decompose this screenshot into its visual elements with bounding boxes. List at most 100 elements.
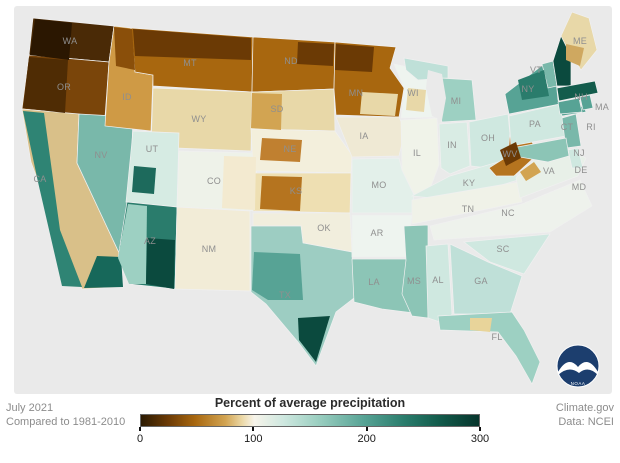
division-patch-tx-south (298, 316, 330, 362)
legend-gradient-bar (140, 414, 480, 427)
state-label-mn: MN (349, 88, 364, 98)
state-label-nj: NJ (573, 148, 585, 158)
legend-tick-label-0: 0 (136, 433, 144, 445)
state-label-mt: MT (183, 58, 197, 68)
legend-tick-label-300: 300 (470, 433, 490, 445)
division-patch-az-dark (146, 238, 175, 289)
legend-tick-labels: 0 100 200 300 (136, 433, 489, 446)
state-label-ri: RI (586, 122, 596, 132)
state-label-ut: UT (146, 144, 159, 154)
state-label-nm: NM (202, 244, 217, 254)
state-label-co: CO (207, 176, 221, 186)
state-fl[interactable] (437, 311, 541, 385)
state-label-nd: ND (284, 56, 298, 66)
state-label-wa: WA (63, 36, 78, 46)
source-site: Climate.gov (555, 402, 614, 414)
legend-title: Percent of average precipitation (214, 396, 406, 410)
division-patch-fl (470, 318, 492, 332)
state-label-ok: OK (317, 223, 331, 233)
state-tn[interactable] (411, 181, 523, 225)
state-label-mo: MO (371, 180, 386, 190)
state-label-va: VA (543, 166, 555, 176)
state-in[interactable] (438, 121, 471, 175)
division-patch-id (114, 27, 135, 70)
state-label-oh: OH (481, 133, 495, 143)
division-patch-wi (406, 88, 426, 112)
state-sc[interactable] (463, 233, 551, 275)
state-label-wy: WY (191, 114, 206, 124)
division-patch-ut (132, 166, 156, 194)
state-de[interactable] (567, 147, 584, 169)
climate-division-patches (23, 19, 584, 362)
legend-tick-label-100: 100 (244, 433, 263, 445)
state-label-me: ME (573, 36, 587, 46)
state-label-nc: NC (501, 208, 515, 218)
noaa-seagull-icon (558, 362, 598, 375)
state-nc[interactable] (429, 179, 593, 241)
state-label-vt: VT (530, 65, 542, 75)
state-labels-layer: WA OR CA NV ID MT WY UT CO AZ NM ND SD N… (33, 36, 608, 342)
lakes-layer (426, 70, 446, 120)
state-label-ar: AR (370, 228, 383, 238)
state-ma[interactable] (556, 80, 599, 102)
state-label-ks: KS (290, 186, 303, 196)
division-patch-ca-coast (23, 111, 82, 287)
state-label-la: LA (368, 277, 380, 287)
state-nm[interactable] (174, 206, 251, 292)
division-patch-va (520, 162, 541, 181)
state-label-ne: NE (283, 144, 296, 154)
legend-tick-100 (252, 427, 255, 431)
map-period: July 2021 (6, 402, 54, 414)
noaa-logo-circle (556, 344, 600, 388)
state-label-or: OR (57, 82, 71, 92)
legend-tick-200 (365, 427, 368, 431)
state-label-ia: IA (359, 131, 368, 141)
state-ms[interactable] (401, 224, 429, 319)
state-label-wv: WV (502, 149, 517, 159)
division-patch-wa (30, 19, 72, 60)
state-label-de: DE (574, 165, 587, 175)
us-map: WA OR CA NV ID MT WY UT CO AZ NM ND SD N… (14, 6, 612, 394)
state-label-il: IL (413, 148, 421, 158)
state-label-nh: NH (574, 92, 588, 102)
state-label-in: IN (447, 140, 457, 150)
division-patch-co (222, 156, 256, 210)
state-label-sd: SD (270, 104, 283, 114)
state-label-mi: MI (451, 96, 462, 106)
state-ga[interactable] (449, 243, 523, 315)
state-ri[interactable] (579, 94, 594, 111)
division-patch-mn-se (360, 92, 398, 116)
noaa-logo-label: NOAA (571, 381, 586, 386)
legend-tick-300 (479, 427, 481, 431)
division-patch-ny (518, 70, 549, 100)
state-label-fl: FL (491, 332, 502, 342)
lake-michigan (426, 70, 446, 120)
state-label-ca: CA (33, 174, 46, 184)
state-ct[interactable] (557, 97, 583, 115)
state-label-pa: PA (529, 119, 541, 129)
division-patch-wv (500, 142, 521, 166)
state-label-nv: NV (94, 150, 107, 160)
state-label-tn: TN (462, 204, 475, 214)
division-patch-ca-south (84, 256, 123, 288)
legend-bar-wrap (139, 414, 481, 431)
division-patch-tx-west (252, 252, 303, 300)
footer-right: Climate.gov Data: NCEI (556, 401, 614, 429)
legend: Percent of average precipitation 0 100 2… (130, 396, 490, 446)
state-label-ga: GA (474, 276, 488, 286)
noaa-logo[interactable]: NOAA (556, 344, 600, 388)
state-label-wi: WI (407, 88, 419, 98)
state-label-sc: SC (496, 244, 509, 254)
state-label-ms: MS (407, 276, 421, 286)
division-patch-ne (260, 138, 302, 162)
state-label-al: AL (432, 275, 444, 285)
legend-tick-0 (139, 427, 141, 431)
division-patch-mn-nw (335, 44, 374, 72)
state-label-id: ID (122, 92, 132, 102)
state-label-az: AZ (144, 236, 156, 246)
legend-tick-label-200: 200 (357, 433, 376, 445)
state-label-ct: CT (561, 122, 574, 132)
state-label-ny: NY (521, 84, 534, 94)
division-patch-or (23, 57, 68, 113)
division-patch-me (566, 44, 584, 66)
